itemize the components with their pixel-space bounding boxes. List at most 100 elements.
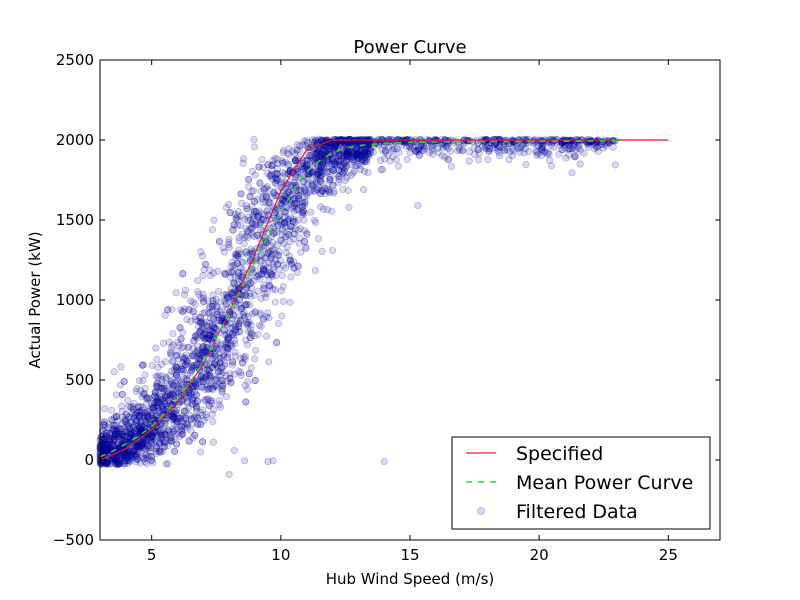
data-point [272, 250, 280, 258]
data-point [356, 153, 364, 161]
data-point [200, 298, 208, 306]
data-point [331, 160, 339, 168]
data-point [210, 324, 218, 332]
data-point [360, 167, 369, 175]
data-point [142, 419, 150, 427]
data-point [216, 367, 225, 375]
data-point [190, 383, 199, 391]
data-point [562, 154, 570, 162]
data-point [291, 225, 299, 233]
data-point [354, 154, 363, 162]
data-point [363, 158, 371, 166]
data-point [281, 219, 289, 227]
data-point [485, 147, 493, 155]
data-point [192, 380, 200, 388]
data-point [352, 145, 360, 153]
data-point [336, 162, 344, 170]
data-point [190, 363, 198, 371]
data-point [169, 329, 177, 338]
data-point [241, 291, 249, 299]
data-point [152, 447, 160, 455]
data-point [335, 152, 343, 160]
data-point [326, 175, 334, 183]
data-point [199, 343, 207, 351]
data-point [260, 267, 268, 275]
data-point [127, 426, 135, 434]
data-point [207, 380, 215, 388]
data-point [209, 269, 217, 277]
data-point [300, 164, 309, 172]
data-point [243, 385, 252, 393]
data-point [242, 249, 250, 257]
data-point [172, 385, 180, 393]
data-point [143, 412, 151, 420]
data-point [158, 372, 166, 380]
data-point [280, 261, 288, 269]
data-point [220, 248, 228, 256]
data-point [235, 367, 243, 375]
data-point [300, 216, 308, 224]
data-point [122, 452, 130, 460]
data-point [574, 142, 582, 150]
data-point [180, 407, 188, 415]
data-point [262, 293, 270, 302]
data-point [152, 402, 160, 410]
data-point [260, 266, 268, 274]
data-point [194, 277, 202, 285]
data-point [141, 458, 149, 466]
data-point [210, 406, 218, 414]
data-point [300, 164, 308, 173]
data-point [509, 137, 517, 145]
data-point [277, 199, 285, 207]
data-point [163, 392, 171, 400]
data-point [277, 237, 285, 245]
data-point [139, 376, 147, 385]
data-point [356, 161, 365, 169]
data-point [211, 352, 219, 360]
data-point [100, 448, 108, 456]
data-point [256, 275, 264, 283]
data-point [500, 144, 508, 152]
data-point [414, 202, 422, 210]
data-point [299, 209, 307, 217]
data-point [247, 321, 255, 329]
data-point [197, 448, 205, 456]
data-point [236, 296, 244, 304]
data-point [242, 224, 250, 232]
data-point [209, 297, 217, 305]
data-point [279, 173, 287, 181]
data-point [290, 179, 298, 187]
data-point [394, 162, 402, 170]
data-point [222, 343, 230, 351]
data-point [459, 147, 467, 155]
data-point [231, 322, 239, 330]
data-point [222, 290, 230, 299]
data-point [317, 177, 325, 185]
data-point [301, 186, 309, 194]
data-point [256, 219, 264, 227]
legend-mean-label: Mean Power Curve [516, 472, 693, 494]
data-point [590, 140, 598, 148]
data-point [136, 424, 144, 432]
data-point [127, 403, 135, 411]
y-tick-label: 2000 [56, 131, 94, 149]
data-point [281, 264, 290, 272]
data-point [152, 394, 160, 402]
data-point [153, 398, 161, 406]
data-point [102, 438, 110, 446]
data-point [326, 188, 334, 196]
data-point [179, 308, 187, 316]
data-point [187, 389, 195, 397]
data-point [173, 351, 181, 360]
data-point [254, 231, 262, 239]
data-point [364, 141, 372, 149]
data-point [213, 310, 221, 319]
data-point [293, 146, 301, 154]
data-point [216, 403, 225, 411]
data-point [256, 226, 264, 234]
data-point [269, 457, 277, 465]
data-point [533, 151, 541, 159]
data-point [359, 186, 368, 194]
data-point [550, 143, 558, 151]
data-point [227, 273, 235, 281]
